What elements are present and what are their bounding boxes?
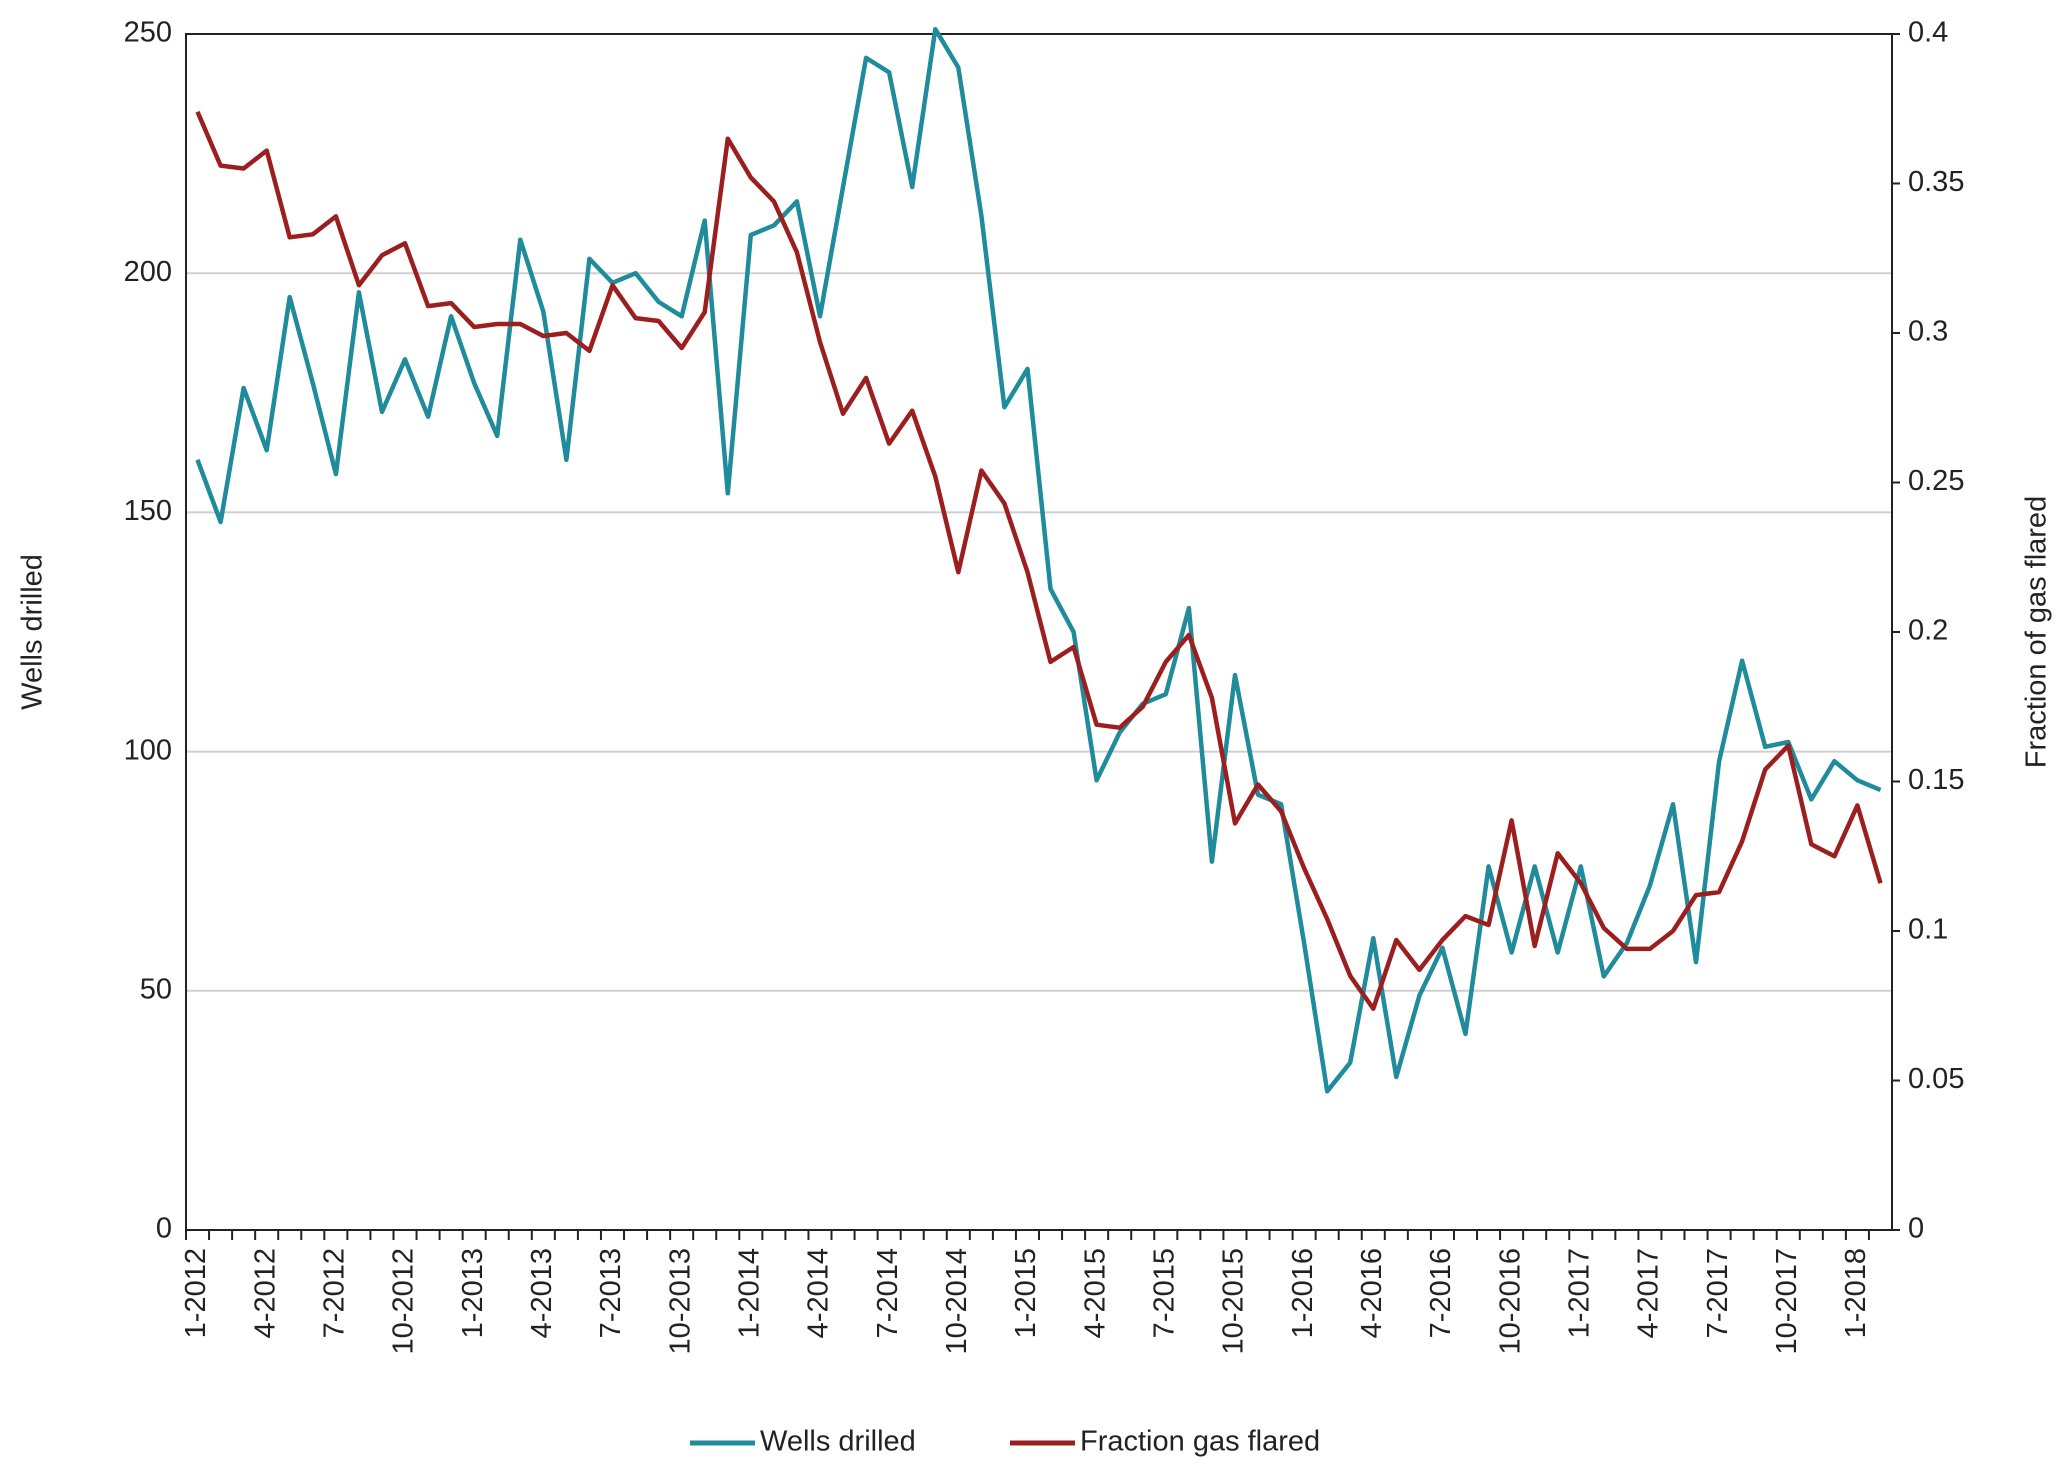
y-tick-label: 0 bbox=[156, 1213, 172, 1245]
legend-label: Wells drilled bbox=[760, 1426, 916, 1458]
x-tick-label: 4-2016 bbox=[1356, 1248, 1388, 1338]
x-tick-label: 7-2015 bbox=[1148, 1248, 1180, 1338]
x-tick-label: 4-2013 bbox=[526, 1248, 558, 1338]
x-tick-label: 7-2017 bbox=[1702, 1248, 1734, 1338]
x-tick-label: 10-2012 bbox=[388, 1248, 420, 1354]
x-tick-label: 7-2013 bbox=[595, 1248, 627, 1338]
x-tick-label: 7-2014 bbox=[872, 1248, 904, 1338]
x-tick-label: 4-2014 bbox=[803, 1248, 835, 1338]
y2-tick-label: 0.1 bbox=[1908, 914, 1948, 946]
x-tick-label: 4-2012 bbox=[249, 1248, 281, 1338]
series-line bbox=[195, 26, 1882, 1094]
x-tick-label: 10-2016 bbox=[1494, 1248, 1526, 1354]
y-tick-label: 50 bbox=[140, 973, 172, 1005]
y2-tick-label: 0.05 bbox=[1908, 1063, 1964, 1095]
y2-tick-label: 0.35 bbox=[1908, 166, 1964, 198]
series-line bbox=[195, 110, 1883, 1011]
x-tick-label: 1-2017 bbox=[1563, 1248, 1595, 1338]
y-tick-label: 150 bbox=[124, 495, 172, 527]
y2-tick-label: 0.2 bbox=[1908, 615, 1948, 647]
y-tick-label: 200 bbox=[124, 256, 172, 288]
y-axis-label: Wells drilled bbox=[17, 554, 49, 710]
x-tick-label: 10-2017 bbox=[1771, 1248, 1803, 1354]
y2-tick-label: 0.15 bbox=[1908, 764, 1964, 796]
x-tick-label: 4-2015 bbox=[1079, 1248, 1111, 1338]
x-tick-label: 7-2016 bbox=[1425, 1248, 1457, 1338]
y-tick-label: 250 bbox=[124, 17, 172, 49]
x-tick-label: 10-2014 bbox=[941, 1248, 973, 1354]
x-tick-label: 1-2018 bbox=[1840, 1248, 1872, 1338]
x-tick-label: 1-2016 bbox=[1287, 1248, 1319, 1338]
x-tick-label: 1-2013 bbox=[457, 1248, 489, 1338]
x-tick-label: 1-2012 bbox=[180, 1248, 212, 1338]
x-tick-label: 10-2015 bbox=[1218, 1248, 1250, 1354]
y2-tick-label: 0 bbox=[1908, 1213, 1924, 1245]
x-tick-label: 10-2013 bbox=[664, 1248, 696, 1354]
plot-frame bbox=[185, 33, 1893, 1231]
x-tick-label: 1-2014 bbox=[733, 1248, 765, 1338]
y2-tick-label: 0.3 bbox=[1908, 316, 1948, 348]
legend-label: Fraction gas flared bbox=[1080, 1426, 1320, 1458]
y2-tick-label: 0.25 bbox=[1908, 465, 1964, 497]
y-tick-label: 100 bbox=[124, 734, 172, 766]
x-tick-label: 7-2012 bbox=[319, 1248, 351, 1338]
x-tick-label: 1-2015 bbox=[1010, 1248, 1042, 1338]
y2-tick-label: 0.4 bbox=[1908, 17, 1948, 49]
y2-axis-label: Fraction of gas flared bbox=[2021, 496, 2053, 768]
x-tick-label: 4-2017 bbox=[1633, 1248, 1665, 1338]
